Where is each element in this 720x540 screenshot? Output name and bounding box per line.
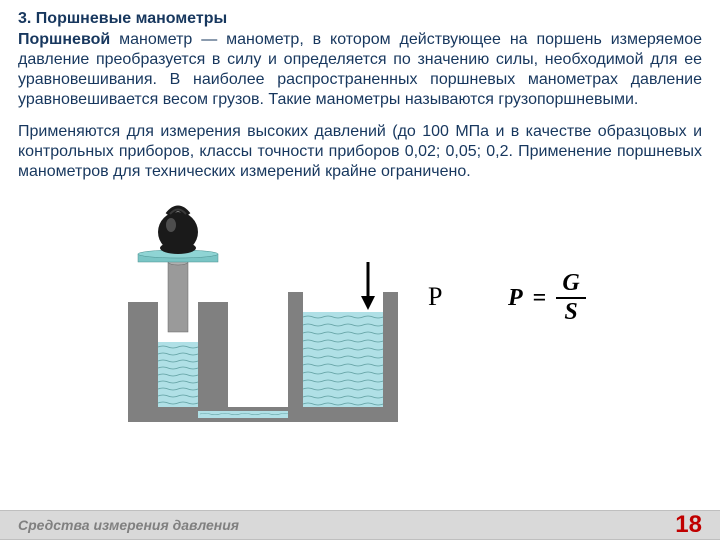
formula-lhs: P bbox=[508, 285, 523, 312]
usage-paragraph: Применяются для измерения высоких давлен… bbox=[18, 122, 702, 182]
pressure-label: P bbox=[428, 282, 442, 312]
formula-fraction: G S bbox=[556, 270, 585, 326]
footer-text: Средства измерения давления bbox=[18, 517, 239, 533]
footer: Средства измерения давления 18 bbox=[0, 510, 720, 540]
intro-rest: манометр — манометр, в котором действующ… bbox=[18, 31, 702, 108]
page-number: 18 bbox=[675, 511, 702, 539]
formula-eq: = bbox=[533, 285, 547, 312]
section-title: 3. Поршневые манометры bbox=[18, 10, 702, 28]
formula-denominator: S bbox=[558, 299, 583, 326]
weight-icon bbox=[158, 209, 198, 255]
manometer-diagram bbox=[108, 192, 428, 437]
formula-numerator: G bbox=[556, 270, 585, 297]
intro-paragraph: Поршневой манометр — манометр, в котором… bbox=[18, 30, 702, 110]
formula: P = G S bbox=[508, 270, 586, 326]
intro-bold: Поршневой bbox=[18, 31, 110, 48]
diagram-area: P P = G S bbox=[18, 192, 702, 442]
